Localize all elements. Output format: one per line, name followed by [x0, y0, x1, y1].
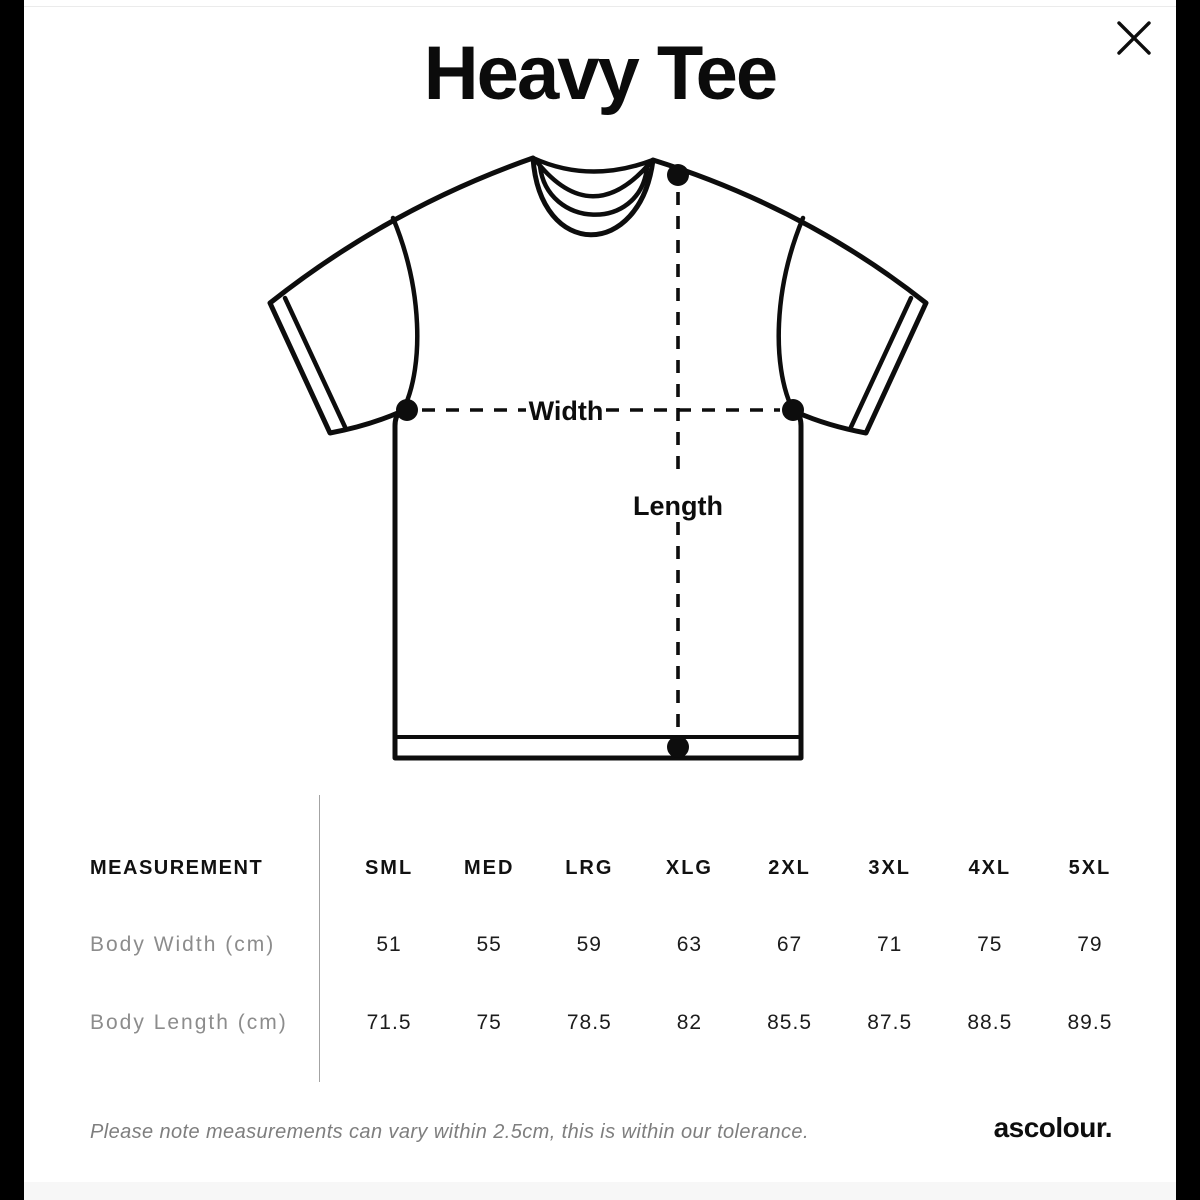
table-row: Body Length (cm) 71.5 75 78.5 82 85.5 87… — [90, 1001, 1140, 1045]
size-value: 87.5 — [867, 1011, 913, 1034]
left-cuff-stitch — [282, 295, 348, 430]
size-column-header: 2XL — [768, 856, 811, 879]
right-armpit-measure-dot — [782, 399, 804, 421]
size-column-header: XLG — [665, 856, 713, 879]
size-value: 59 — [576, 933, 602, 956]
size-value: 89.5 — [1067, 1011, 1113, 1034]
tshirt-outline — [267, 155, 929, 761]
left-armpit-measure-dot — [396, 399, 418, 421]
table-divider — [319, 795, 320, 1082]
size-value: 85.5 — [767, 1011, 812, 1034]
size-value: 78.5 — [566, 1011, 612, 1034]
size-table-header-row: MEASUREMENT SML MED LRG XLG 2XL 3XL 4XL … — [90, 846, 1140, 890]
size-value: 79 — [1077, 933, 1103, 956]
size-column-header: SML — [364, 856, 414, 879]
size-value: 75 — [977, 933, 1003, 956]
close-button[interactable] — [1106, 10, 1162, 66]
size-column-header: 3XL — [868, 856, 912, 879]
size-guide-modal: Heavy Tee — [24, 0, 1176, 1182]
size-column-header: MED — [463, 856, 515, 879]
row-label: Body Width (cm) — [90, 933, 276, 956]
size-value: 71 — [877, 933, 903, 956]
bottom-strip — [24, 1182, 1176, 1200]
table-row: Body Width (cm) 51 55 59 63 67 71 75 79 — [90, 923, 1140, 967]
size-value: 55 — [476, 933, 502, 956]
brand-logo: ascolour. — [993, 1112, 1113, 1143]
size-value: 71.5 — [366, 1011, 412, 1034]
close-icon — [1117, 21, 1151, 55]
row-label: Body Length (cm) — [90, 1011, 288, 1034]
size-column-header: 5XL — [1068, 856, 1112, 879]
card-top-divider — [24, 6, 1176, 7]
size-value: 67 — [776, 933, 803, 956]
size-value: 75 — [476, 1011, 502, 1034]
size-value: 82 — [676, 1011, 703, 1034]
measurement-header: MEASUREMENT — [90, 856, 264, 879]
size-value: 63 — [676, 933, 703, 956]
modal-title: Heavy Tee — [423, 31, 778, 116]
right-cuff-stitch — [848, 295, 914, 430]
hem-measure-dot — [667, 736, 689, 758]
collar-measure-dot — [667, 164, 689, 186]
width-label: Width — [529, 396, 604, 426]
size-value: 88.5 — [967, 1011, 1013, 1034]
length-label: Length — [633, 491, 723, 521]
collar — [530, 155, 656, 217]
left-armhole-seam — [390, 215, 420, 409]
tshirt-diagram: Width Length — [267, 155, 929, 761]
size-column-header: 4XL — [968, 856, 1012, 879]
size-column-header: LRG — [565, 856, 614, 879]
right-armhole-seam — [776, 215, 806, 409]
size-value: 51 — [376, 933, 402, 956]
tolerance-note: Please note measurements can vary within… — [90, 1121, 809, 1143]
